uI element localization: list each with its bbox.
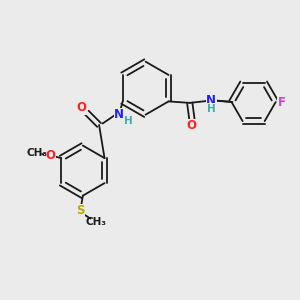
Text: H: H [124,116,133,126]
Text: F: F [278,95,286,109]
Text: O: O [77,101,87,114]
Text: O: O [187,119,197,132]
Text: N: N [206,94,216,107]
Text: S: S [76,205,85,218]
Text: N: N [114,108,124,121]
Text: CH₃: CH₃ [85,217,106,227]
Text: O: O [45,149,55,162]
Text: H: H [207,104,216,114]
Text: CH₃: CH₃ [26,148,47,158]
